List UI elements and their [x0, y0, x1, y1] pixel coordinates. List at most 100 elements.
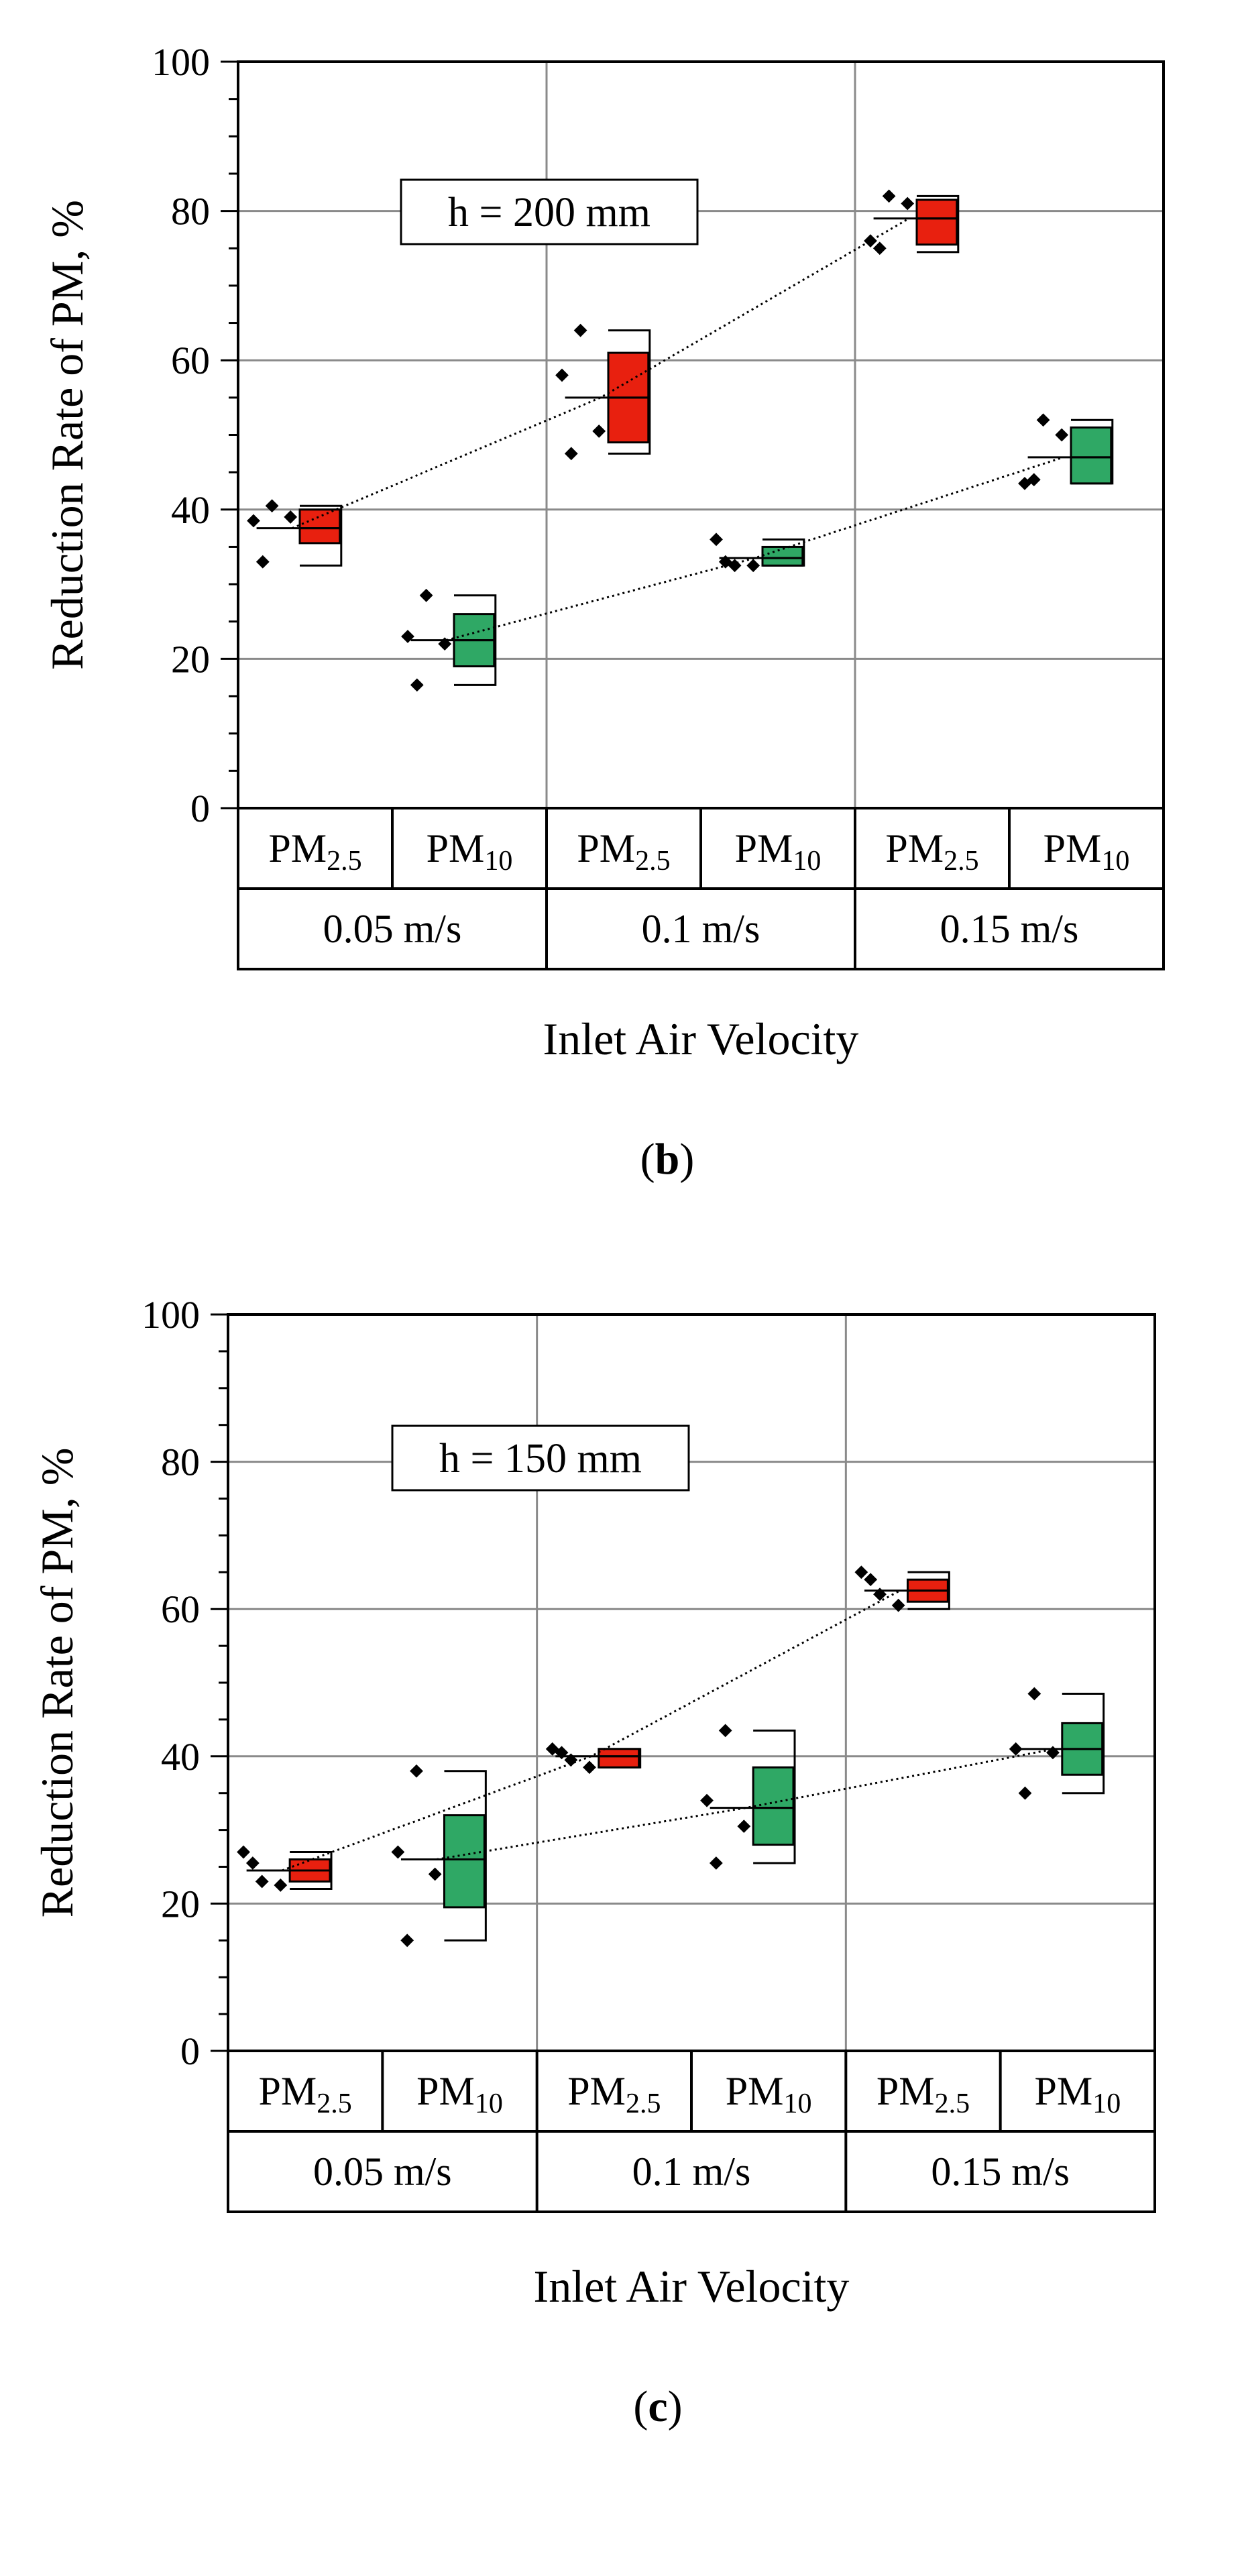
- panel-label: (c): [633, 2382, 682, 2431]
- series-label-subscript: 2.5: [327, 846, 362, 877]
- box-whisker: [917, 194, 960, 254]
- data-point: [284, 510, 298, 524]
- series-label-subscript: 10: [1101, 846, 1129, 877]
- group-label: 0.05 m/s: [323, 907, 462, 951]
- data-point: [873, 1587, 887, 1602]
- data-point: [700, 1793, 714, 1807]
- data-point: [1036, 413, 1050, 427]
- series-label-pm25: PM2.5: [885, 826, 978, 877]
- panel-label-close: ): [679, 1135, 694, 1184]
- box-pm10-0: [443, 1814, 486, 1909]
- series-label-pm25: PM2.5: [877, 2069, 970, 2119]
- series-label-subscript: 10: [1092, 2088, 1121, 2119]
- data-point: [573, 323, 587, 337]
- plot-frame: [237, 60, 1165, 809]
- data-point: [718, 555, 732, 569]
- data-point: [1055, 428, 1069, 442]
- series-label-pm10: PM10: [1043, 826, 1130, 877]
- data-point: [709, 1856, 723, 1870]
- group-label: 0.15 m/s: [931, 2149, 1070, 2194]
- series-label-pm25: PM2.5: [259, 2069, 352, 2119]
- data-point: [410, 1764, 423, 1778]
- data-point: [564, 447, 578, 461]
- series-label-pm25: PM2.5: [577, 826, 670, 877]
- data-point: [737, 1819, 751, 1834]
- series-label-main: PM: [416, 2069, 475, 2113]
- trend-line: [446, 456, 1064, 642]
- annotation-box: [400, 178, 699, 245]
- series-label-subscript: 2.5: [944, 846, 979, 877]
- series-label-main: PM: [1043, 826, 1102, 871]
- data-point: [1027, 1687, 1041, 1701]
- y-tick-label: 60: [161, 1587, 200, 1631]
- data-point: [592, 425, 606, 438]
- series-label-main: PM: [877, 2069, 935, 2113]
- plot-frame: [227, 1313, 1156, 2052]
- chart-panel-b: 0 20 40 60 80 100 Reduction Rate of PM, % h = 2…: [42, 40, 1165, 1184]
- y-tick-label: 0: [190, 787, 210, 830]
- data-point: [247, 514, 260, 528]
- y-tick-label: 40: [161, 1735, 200, 1779]
- series-label-main: PM: [427, 826, 485, 871]
- box-whisker: [608, 329, 651, 455]
- group-label: 0.15 m/s: [940, 907, 1079, 951]
- data-point: [710, 533, 723, 547]
- panel-label-open: (: [640, 1135, 655, 1184]
- data-point: [255, 1874, 269, 1889]
- series-label-pm10: PM10: [726, 2069, 812, 2119]
- data-point: [718, 1724, 732, 1738]
- annotation-text: h = 150 mm: [439, 1436, 642, 1481]
- group-label: 0.1 m/s: [642, 907, 760, 951]
- y-axis-title: Reduction Rate of PM, %: [42, 200, 93, 670]
- data-point: [882, 189, 896, 203]
- data-point: [1027, 473, 1041, 487]
- series-label-main: PM: [577, 826, 635, 871]
- data-point: [401, 630, 414, 643]
- data-point: [428, 1867, 442, 1881]
- y-tick-label: 100: [142, 1293, 200, 1337]
- data-point: [1009, 1742, 1023, 1756]
- data-point: [555, 1746, 569, 1760]
- data-point: [555, 368, 569, 382]
- series-label-main: PM: [268, 826, 327, 871]
- series-label-main: PM: [735, 826, 793, 871]
- box-whisker: [907, 1571, 950, 1610]
- box-whisker: [1062, 1692, 1105, 1795]
- series-label-main: PM: [259, 2069, 317, 2113]
- series-label-subscript: 10: [784, 2088, 812, 2119]
- data-point: [419, 588, 433, 602]
- y-tick-label: 40: [171, 488, 210, 532]
- series-label-pm10: PM10: [427, 826, 513, 877]
- trend-line: [291, 217, 910, 530]
- series-label-subscript: 2.5: [626, 2088, 661, 2119]
- box-whisker: [300, 504, 343, 567]
- data-point: [245, 1856, 260, 1870]
- series-label-subscript: 2.5: [935, 2088, 970, 2119]
- y-tick-label: 80: [161, 1441, 200, 1484]
- box-whisker: [444, 1770, 487, 1942]
- box-pm25-1: [598, 1748, 640, 1769]
- series-label-pm25: PM2.5: [268, 826, 361, 877]
- y-tick-label: 20: [171, 637, 210, 681]
- data-point: [400, 1934, 414, 1948]
- trend-line: [282, 1589, 901, 1872]
- data-point: [1018, 1786, 1032, 1800]
- annotation-text: h = 200 mm: [448, 190, 651, 235]
- box-pm10-1: [761, 545, 804, 567]
- panel-label: (b): [640, 1135, 695, 1184]
- box-whisker: [454, 594, 497, 686]
- data-point: [864, 1573, 878, 1587]
- data-point: [746, 559, 760, 573]
- y-tick-label: 60: [171, 339, 210, 382]
- data-point: [274, 1879, 288, 1892]
- series-label-subscript: 10: [793, 846, 821, 877]
- box-pm25-2: [915, 199, 958, 246]
- data-point: [872, 241, 887, 256]
- series-label-main: PM: [885, 826, 944, 871]
- data-point: [901, 197, 915, 211]
- data-point: [891, 1598, 905, 1612]
- chart-panel-c: 0 20 40 60 80 100 Reduction Rate of PM, % h = 1…: [32, 1293, 1156, 2431]
- box-pm25-0: [298, 508, 341, 545]
- y-axis-title: Reduction Rate of PM, %: [32, 1448, 82, 1918]
